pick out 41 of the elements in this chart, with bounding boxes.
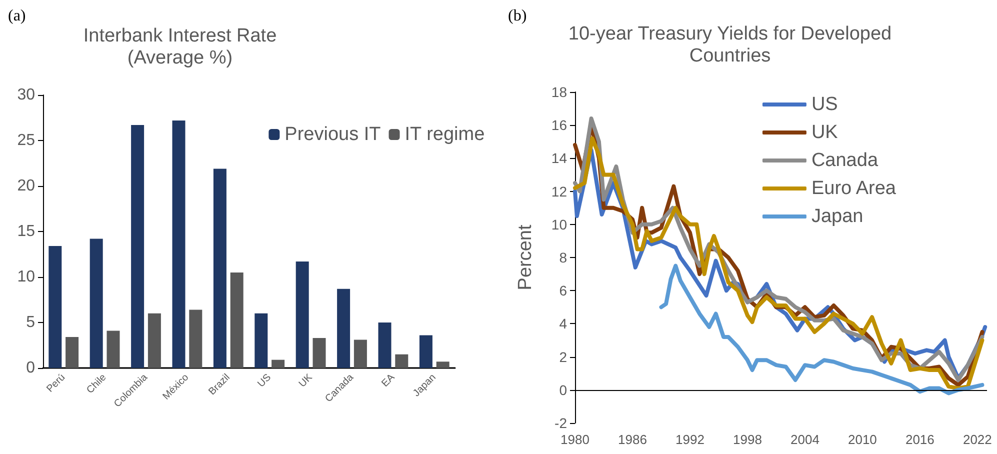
- x-tick-label: 2004: [790, 432, 820, 447]
- y-tick-label: -2: [554, 415, 568, 431]
- text: (a): [8, 8, 26, 24]
- legend-label: Euro Area: [811, 178, 896, 199]
- x-tick-label: US: [256, 372, 274, 390]
- x-tick-label: 2022: [962, 432, 992, 447]
- y-tick-label: 4: [559, 316, 568, 332]
- y-tick-label: 8: [559, 250, 568, 266]
- x-tick-label: EA: [380, 372, 398, 390]
- y-tick-label: 0: [26, 360, 36, 376]
- legend-label: Canada: [811, 150, 878, 171]
- y-axis-title: Percent: [515, 224, 536, 290]
- y-tick-label: 14: [551, 150, 568, 166]
- x-tick-label: 2010: [848, 432, 877, 447]
- y-tick-label: 6: [559, 282, 568, 299]
- y-tick-label: 18: [551, 84, 568, 100]
- y-tick-label: 12: [551, 183, 568, 200]
- text: (b): [508, 8, 527, 24]
- y-tick-label: 2: [559, 348, 568, 365]
- y-tick-label: 30: [17, 86, 36, 104]
- y-tick-label: 10: [551, 216, 568, 232]
- legend-label: Japan: [811, 206, 864, 227]
- chart-title: 10-year Treasury Yields for Developed Countries: [568, 24, 892, 66]
- x-tick-label: 1980: [560, 432, 590, 447]
- legend-label: Previous IT: [284, 124, 382, 145]
- x-tick-label: 1998: [733, 432, 762, 447]
- y-tick-label: 25: [17, 132, 36, 149]
- legend-label: UK: [811, 122, 838, 143]
- y-tick-label: 5: [26, 314, 36, 331]
- chart-title: Interbank Interest Rate (Average %): [83, 26, 277, 68]
- x-tick-label: UK: [297, 372, 315, 390]
- y-tick-label: 0: [559, 382, 568, 398]
- legend-label: US: [811, 94, 838, 115]
- y-tick-label: 16: [551, 117, 568, 134]
- x-tick-label: 1992: [676, 432, 704, 447]
- x-tick-label: 1986: [618, 432, 647, 447]
- x-tick-label: 2016: [905, 432, 934, 447]
- legend-label: IT regime: [404, 124, 485, 145]
- y-tick-label: 10: [17, 268, 36, 286]
- y-tick-label: 15: [17, 223, 36, 240]
- y-tick-label: 20: [17, 178, 36, 194]
